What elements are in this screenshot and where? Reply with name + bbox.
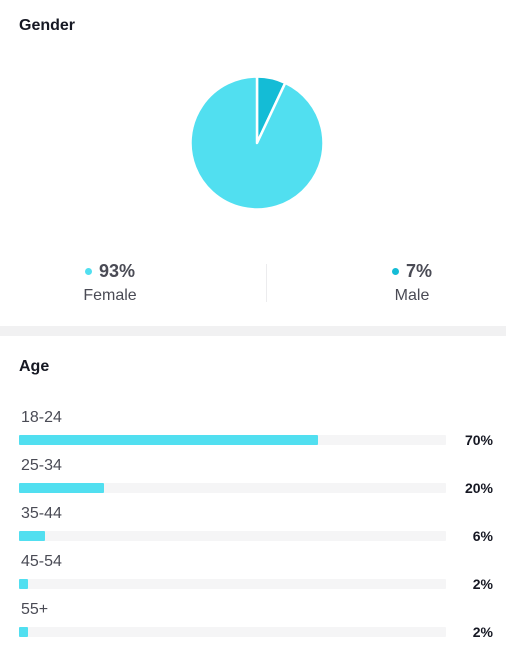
gender-pie-svg	[189, 75, 325, 211]
age-percent: 2%	[472, 576, 493, 592]
age-title: Age	[19, 358, 50, 375]
age-bar-track	[19, 627, 446, 637]
age-bar-fill	[19, 435, 318, 445]
male-dot-icon	[391, 267, 399, 275]
gender-pie-chart	[189, 75, 325, 211]
female-label: Female	[83, 287, 137, 304]
male-percent: 7%	[405, 260, 432, 281]
age-bar-fill	[19, 579, 28, 589]
age-percent: 2%	[472, 624, 493, 640]
section-separator	[0, 326, 506, 336]
female-percent: 93%	[98, 260, 136, 281]
age-label: 45-54	[21, 553, 62, 570]
age-bar-track	[19, 531, 446, 541]
age-bar-fill	[19, 627, 28, 637]
age-bar-track	[19, 579, 446, 589]
age-bar-fill	[19, 531, 45, 541]
legend-male: 7% Male	[352, 259, 472, 305]
age-row-18-24: 18-24 70%	[0, 409, 506, 453]
age-label: 55+	[21, 601, 49, 618]
age-row-35-44: 35-44 6%	[0, 505, 506, 549]
gender-title: Gender	[19, 17, 76, 34]
age-row-45-54: 45-54 2%	[0, 553, 506, 597]
age-card: Age 18-24 70% 25-34 20% 35-44 6% 45-54 2…	[0, 336, 506, 647]
age-row-55-plus: 55+ 2%	[0, 601, 506, 645]
legend-divider	[266, 264, 267, 302]
age-row-25-34: 25-34 20%	[0, 457, 506, 501]
age-percent: 6%	[472, 528, 493, 544]
age-label: 35-44	[21, 505, 62, 522]
age-bar-fill	[19, 483, 105, 493]
pie-slice-female	[189, 75, 325, 211]
legend-female: 93% Female	[50, 259, 170, 305]
female-dot-icon	[84, 267, 92, 275]
gender-card: Gender 93% Female 7% Male	[19, 17, 472, 305]
age-bar-track	[19, 483, 446, 493]
age-label: 18-24	[21, 409, 62, 426]
age-percent: 70%	[464, 432, 493, 448]
age-bar-track	[19, 435, 446, 445]
male-label: Male	[394, 287, 430, 304]
age-percent: 20%	[464, 480, 493, 496]
age-label: 25-34	[21, 457, 62, 474]
